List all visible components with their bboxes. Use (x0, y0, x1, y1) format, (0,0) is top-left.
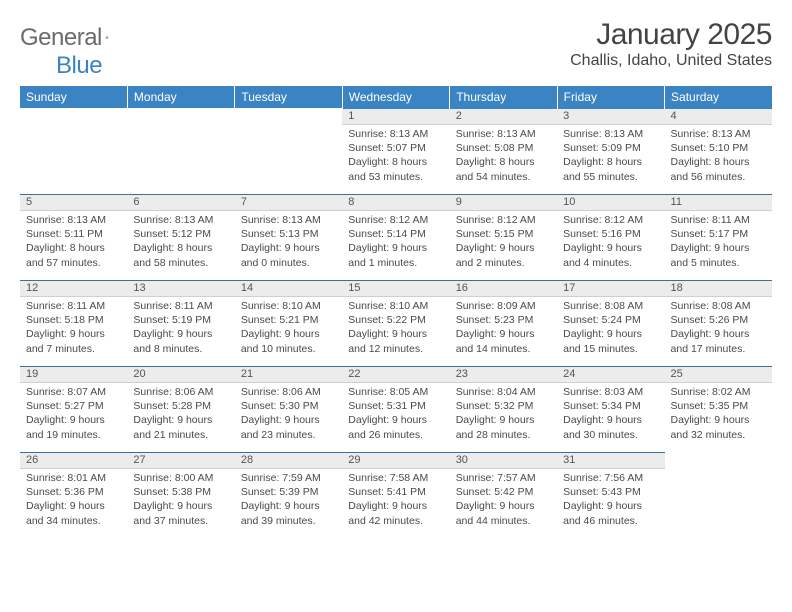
day-number-cell: 3 (557, 109, 664, 125)
day-number-cell: 24 (557, 367, 664, 383)
location: Challis, Idaho, United States (570, 52, 772, 70)
day-number-cell (127, 109, 234, 125)
day-content-cell: Sunrise: 8:10 AMSunset: 5:21 PMDaylight:… (235, 297, 342, 367)
day-number-cell (235, 109, 342, 125)
day-content-cell: Sunrise: 8:09 AMSunset: 5:23 PMDaylight:… (450, 297, 557, 367)
logo-sail-icon (105, 28, 109, 46)
day-number-cell: 20 (127, 367, 234, 383)
day-number-cell: 28 (235, 453, 342, 469)
day-number-cell: 31 (557, 453, 664, 469)
day-content-cell: Sunrise: 8:13 AMSunset: 5:08 PMDaylight:… (450, 125, 557, 195)
day-content-cell: Sunrise: 8:08 AMSunset: 5:26 PMDaylight:… (665, 297, 772, 367)
day-content-cell: Sunrise: 7:58 AMSunset: 5:41 PMDaylight:… (342, 469, 449, 539)
day-content-row: Sunrise: 8:01 AMSunset: 5:36 PMDaylight:… (20, 469, 772, 539)
day-number-cell: 4 (665, 109, 772, 125)
day-content-cell: Sunrise: 8:12 AMSunset: 5:14 PMDaylight:… (342, 211, 449, 281)
day-content-cell: Sunrise: 8:13 AMSunset: 5:11 PMDaylight:… (20, 211, 127, 281)
day-content-row: Sunrise: 8:07 AMSunset: 5:27 PMDaylight:… (20, 383, 772, 453)
day-content-cell: Sunrise: 8:02 AMSunset: 5:35 PMDaylight:… (665, 383, 772, 453)
day-content-cell: Sunrise: 8:07 AMSunset: 5:27 PMDaylight:… (20, 383, 127, 453)
day-number-row: 12131415161718 (20, 281, 772, 297)
weekday-header: Saturday (665, 86, 772, 109)
day-content-cell: Sunrise: 8:06 AMSunset: 5:28 PMDaylight:… (127, 383, 234, 453)
day-content-row: Sunrise: 8:13 AMSunset: 5:07 PMDaylight:… (20, 125, 772, 195)
day-number-cell: 15 (342, 281, 449, 297)
day-number-cell: 14 (235, 281, 342, 297)
day-number-row: 567891011 (20, 195, 772, 211)
day-number-cell: 18 (665, 281, 772, 297)
day-number-cell: 26 (20, 453, 127, 469)
day-content-cell: Sunrise: 8:13 AMSunset: 5:13 PMDaylight:… (235, 211, 342, 281)
weekday-header: Monday (127, 86, 234, 109)
logo-text-general: General (20, 24, 102, 52)
day-content-cell: Sunrise: 8:13 AMSunset: 5:07 PMDaylight:… (342, 125, 449, 195)
day-number-cell: 1 (342, 109, 449, 125)
day-content-cell: Sunrise: 8:10 AMSunset: 5:22 PMDaylight:… (342, 297, 449, 367)
day-number-row: 1234 (20, 109, 772, 125)
day-content-cell: Sunrise: 7:59 AMSunset: 5:39 PMDaylight:… (235, 469, 342, 539)
calendar-table: SundayMondayTuesdayWednesdayThursdayFrid… (20, 86, 772, 539)
day-content-cell: Sunrise: 7:57 AMSunset: 5:42 PMDaylight:… (450, 469, 557, 539)
day-number-cell: 22 (342, 367, 449, 383)
day-content-cell: Sunrise: 8:00 AMSunset: 5:38 PMDaylight:… (127, 469, 234, 539)
day-number-cell: 27 (127, 453, 234, 469)
day-number-row: 19202122232425 (20, 367, 772, 383)
day-number-cell: 6 (127, 195, 234, 211)
day-number-cell: 16 (450, 281, 557, 297)
day-number-cell (20, 109, 127, 125)
day-content-cell: Sunrise: 8:06 AMSunset: 5:30 PMDaylight:… (235, 383, 342, 453)
day-number-cell (665, 453, 772, 469)
day-content-row: Sunrise: 8:13 AMSunset: 5:11 PMDaylight:… (20, 211, 772, 281)
weekday-header: Sunday (20, 86, 127, 109)
calendar-body: 1234Sunrise: 8:13 AMSunset: 5:07 PMDayli… (20, 109, 772, 539)
day-content-cell: Sunrise: 8:13 AMSunset: 5:09 PMDaylight:… (557, 125, 664, 195)
day-number-cell: 8 (342, 195, 449, 211)
day-content-cell: Sunrise: 8:11 AMSunset: 5:18 PMDaylight:… (20, 297, 127, 367)
day-content-cell: Sunrise: 8:11 AMSunset: 5:17 PMDaylight:… (665, 211, 772, 281)
day-number-cell: 7 (235, 195, 342, 211)
day-content-row: Sunrise: 8:11 AMSunset: 5:18 PMDaylight:… (20, 297, 772, 367)
month-title: January 2025 (570, 18, 772, 52)
weekday-header: Thursday (450, 86, 557, 109)
day-number-cell: 5 (20, 195, 127, 211)
day-content-cell: Sunrise: 8:03 AMSunset: 5:34 PMDaylight:… (557, 383, 664, 453)
weekday-header: Tuesday (235, 86, 342, 109)
day-number-cell: 21 (235, 367, 342, 383)
day-content-cell: Sunrise: 8:13 AMSunset: 5:12 PMDaylight:… (127, 211, 234, 281)
day-number-row: 262728293031 (20, 453, 772, 469)
day-content-cell (20, 125, 127, 195)
day-content-cell (235, 125, 342, 195)
weekday-header: Wednesday (342, 86, 449, 109)
day-content-cell: Sunrise: 8:11 AMSunset: 5:19 PMDaylight:… (127, 297, 234, 367)
weekday-header-row: SundayMondayTuesdayWednesdayThursdayFrid… (20, 86, 772, 109)
day-number-cell: 25 (665, 367, 772, 383)
day-number-cell: 12 (20, 281, 127, 297)
day-content-cell: Sunrise: 8:04 AMSunset: 5:32 PMDaylight:… (450, 383, 557, 453)
day-number-cell: 17 (557, 281, 664, 297)
day-number-cell: 19 (20, 367, 127, 383)
day-number-cell: 23 (450, 367, 557, 383)
day-content-cell (665, 469, 772, 539)
day-content-cell: Sunrise: 8:05 AMSunset: 5:31 PMDaylight:… (342, 383, 449, 453)
day-content-cell: Sunrise: 8:12 AMSunset: 5:15 PMDaylight:… (450, 211, 557, 281)
day-number-cell: 2 (450, 109, 557, 125)
day-content-cell: Sunrise: 7:56 AMSunset: 5:43 PMDaylight:… (557, 469, 664, 539)
day-content-cell: Sunrise: 8:01 AMSunset: 5:36 PMDaylight:… (20, 469, 127, 539)
day-number-cell: 11 (665, 195, 772, 211)
day-content-cell (127, 125, 234, 195)
day-number-cell: 30 (450, 453, 557, 469)
title-block: January 2025 Challis, Idaho, United Stat… (570, 18, 772, 70)
day-number-cell: 29 (342, 453, 449, 469)
logo-text-blue: Blue (56, 52, 102, 80)
logo: General (20, 24, 129, 52)
day-content-cell: Sunrise: 8:08 AMSunset: 5:24 PMDaylight:… (557, 297, 664, 367)
day-number-cell: 10 (557, 195, 664, 211)
weekday-header: Friday (557, 86, 664, 109)
day-number-cell: 9 (450, 195, 557, 211)
day-number-cell: 13 (127, 281, 234, 297)
day-content-cell: Sunrise: 8:12 AMSunset: 5:16 PMDaylight:… (557, 211, 664, 281)
day-content-cell: Sunrise: 8:13 AMSunset: 5:10 PMDaylight:… (665, 125, 772, 195)
